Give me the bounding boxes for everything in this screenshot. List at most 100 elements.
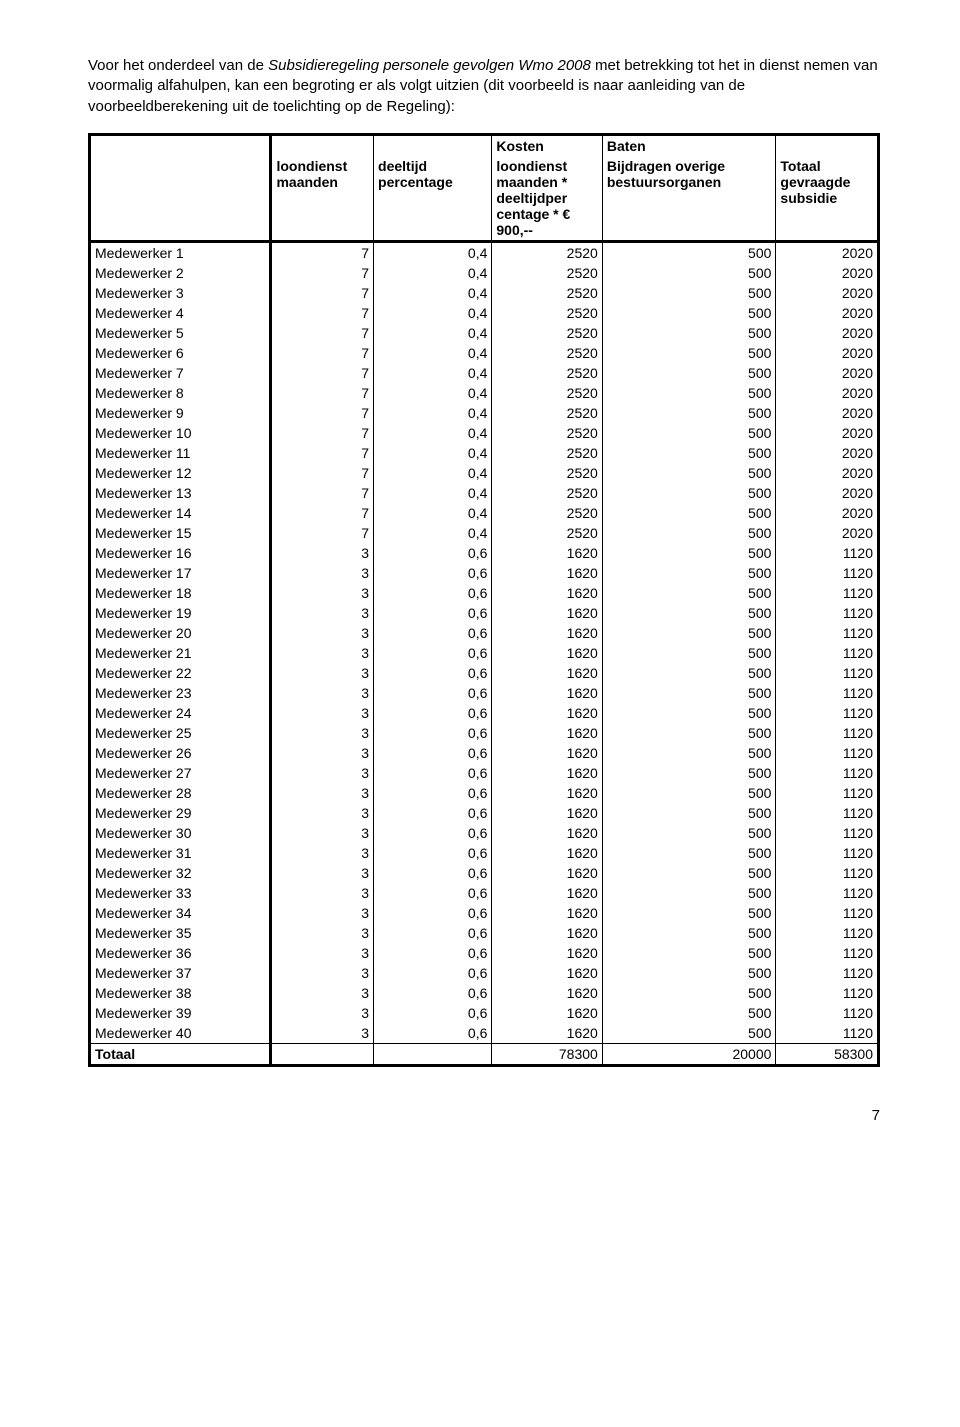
- row-c5: 500: [602, 283, 776, 303]
- table-row: Medewerker 470,425205002020: [90, 303, 879, 323]
- intro-line1-pre: Voor het onderdeel van de: [88, 57, 268, 74]
- row-c3: 0,4: [374, 241, 492, 263]
- table-row: Medewerker 3530,616205001120: [90, 923, 879, 943]
- row-c2: 7: [271, 303, 374, 323]
- row-c2: 7: [271, 343, 374, 363]
- table-row: Medewerker 670,425205002020: [90, 343, 879, 363]
- row-c2: 7: [271, 263, 374, 283]
- row-label: Medewerker 19: [90, 603, 271, 623]
- row-c6: 2020: [776, 363, 879, 383]
- row-c3: 0,4: [374, 443, 492, 463]
- row-c4: 2520: [492, 523, 602, 543]
- row-c4: 1620: [492, 643, 602, 663]
- row-c6: 1120: [776, 643, 879, 663]
- row-label: Medewerker 28: [90, 783, 271, 803]
- header-blank-3: [374, 134, 492, 156]
- row-c2: 3: [271, 903, 374, 923]
- row-c5: 500: [602, 963, 776, 983]
- row-c2: 3: [271, 623, 374, 643]
- header-col3: deeltijd percentage: [374, 156, 492, 242]
- row-c4: 2520: [492, 403, 602, 423]
- row-c2: 3: [271, 563, 374, 583]
- header-col2: loondienst maanden: [271, 156, 374, 242]
- table-row: Medewerker 2130,616205001120: [90, 643, 879, 663]
- row-c2: 3: [271, 723, 374, 743]
- row-c4: 1620: [492, 863, 602, 883]
- row-c2: 3: [271, 843, 374, 863]
- row-c3: 0,6: [374, 983, 492, 1003]
- row-label: Medewerker 13: [90, 483, 271, 503]
- row-c6: 1120: [776, 683, 879, 703]
- row-c5: 500: [602, 383, 776, 403]
- header-blank-2: [271, 134, 374, 156]
- row-c5: 500: [602, 643, 776, 663]
- row-label: Medewerker 39: [90, 1003, 271, 1023]
- row-c5: 500: [602, 803, 776, 823]
- row-label: Medewerker 27: [90, 763, 271, 783]
- row-c5: 500: [602, 241, 776, 263]
- row-c5: 500: [602, 423, 776, 443]
- row-c4: 2520: [492, 463, 602, 483]
- row-label: Medewerker 12: [90, 463, 271, 483]
- row-c3: 0,6: [374, 783, 492, 803]
- row-c5: 500: [602, 823, 776, 843]
- header-col6: Totaal gevraagde subsidie: [776, 156, 879, 242]
- row-c3: 0,4: [374, 523, 492, 543]
- row-c4: 1620: [492, 723, 602, 743]
- row-c3: 0,6: [374, 583, 492, 603]
- row-c2: 3: [271, 1023, 374, 1044]
- row-c3: 0,6: [374, 743, 492, 763]
- table-row: Medewerker 1270,425205002020: [90, 463, 879, 483]
- header-blank-6: [776, 134, 879, 156]
- row-c5: 500: [602, 563, 776, 583]
- table-row: Medewerker 3130,616205001120: [90, 843, 879, 863]
- row-c6: 2020: [776, 323, 879, 343]
- row-c6: 2020: [776, 383, 879, 403]
- table-row: Medewerker 1630,616205001120: [90, 543, 879, 563]
- budget-table: Kosten Baten loondienst maanden deeltijd…: [88, 133, 880, 1067]
- table-row: Medewerker 2030,616205001120: [90, 623, 879, 643]
- row-c5: 500: [602, 983, 776, 1003]
- row-c2: 3: [271, 603, 374, 623]
- row-label: Medewerker 21: [90, 643, 271, 663]
- row-c5: 500: [602, 923, 776, 943]
- row-c5: 500: [602, 743, 776, 763]
- row-c3: 0,6: [374, 603, 492, 623]
- table-row: Medewerker 2530,616205001120: [90, 723, 879, 743]
- row-c2: 3: [271, 963, 374, 983]
- row-c2: 7: [271, 443, 374, 463]
- row-c5: 500: [602, 603, 776, 623]
- table-row: Medewerker 3930,616205001120: [90, 1003, 879, 1023]
- row-label: Medewerker 25: [90, 723, 271, 743]
- row-c5: 500: [602, 363, 776, 383]
- row-c3: 0,4: [374, 343, 492, 363]
- row-label: Medewerker 18: [90, 583, 271, 603]
- row-c3: 0,6: [374, 903, 492, 923]
- row-c4: 1620: [492, 583, 602, 603]
- row-c4: 2520: [492, 483, 602, 503]
- total-c3: [374, 1043, 492, 1065]
- row-label: Medewerker 29: [90, 803, 271, 823]
- header-kosten: Kosten: [492, 134, 602, 156]
- row-label: Medewerker 5: [90, 323, 271, 343]
- row-c6: 1120: [776, 983, 879, 1003]
- row-c5: 500: [602, 783, 776, 803]
- row-c4: 1620: [492, 543, 602, 563]
- row-c6: 1120: [776, 743, 879, 763]
- row-c2: 7: [271, 423, 374, 443]
- row-c2: 7: [271, 363, 374, 383]
- table-row: Medewerker 1070,425205002020: [90, 423, 879, 443]
- table-row: Medewerker 3030,616205001120: [90, 823, 879, 843]
- row-c5: 500: [602, 1003, 776, 1023]
- row-c5: 500: [602, 763, 776, 783]
- row-label: Medewerker 16: [90, 543, 271, 563]
- table-row: Medewerker 2930,616205001120: [90, 803, 879, 823]
- row-c6: 1120: [776, 863, 879, 883]
- row-c5: 500: [602, 303, 776, 323]
- row-label: Medewerker 2: [90, 263, 271, 283]
- row-label: Medewerker 38: [90, 983, 271, 1003]
- row-c5: 500: [602, 663, 776, 683]
- row-label: Medewerker 8: [90, 383, 271, 403]
- row-c5: 500: [602, 443, 776, 463]
- row-label: Medewerker 40: [90, 1023, 271, 1044]
